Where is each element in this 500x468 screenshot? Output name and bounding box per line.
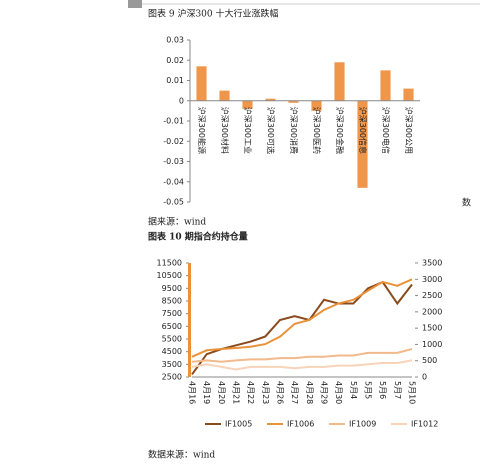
legend-label: IF1006 (287, 420, 314, 429)
x-tick-label: 沪深300可选 (266, 107, 276, 154)
x-tick-label: 沪深300公用 (404, 107, 414, 154)
x-tick-label: 4月22 (246, 381, 255, 404)
y-tick-label: 0 (179, 96, 184, 105)
y-tick-label: 9500 (162, 284, 182, 293)
y2-tick-label: 3500 (422, 259, 442, 268)
y2-tick-label: 1000 (422, 340, 442, 349)
x-tick-label: 沪深300信息 (358, 107, 368, 154)
x-tick-label: 4月19 (202, 381, 211, 404)
x-tick-label: 4月29 (320, 381, 329, 404)
bar (311, 100, 322, 111)
y-tick-label: 3500 (162, 360, 182, 369)
y-tick-label: 0.03 (166, 36, 184, 45)
y-tick-label: 8500 (162, 297, 182, 306)
bar (196, 66, 207, 101)
x-tick-label: 沪深300电信 (381, 107, 391, 154)
chart-title: 图表 9 沪深300 十大行业涨跌幅 (148, 8, 279, 20)
series-line (191, 348, 413, 363)
legend-label: IF1009 (349, 420, 376, 429)
y-axis (188, 263, 191, 377)
bar (357, 100, 368, 188)
y-tick-label: 5500 (162, 335, 182, 344)
x-tick-label: 4月30 (334, 381, 343, 404)
y-tick-label: 0.01 (166, 76, 184, 85)
y-tick-label: 2500 (162, 373, 182, 382)
y2-tick-label: 500 (422, 356, 437, 365)
bar (334, 62, 345, 101)
y2-tick-label: 0 (422, 373, 427, 382)
y2-tick-label: 3000 (422, 275, 442, 284)
bar (403, 88, 414, 101)
y-tick-label: -0.02 (163, 137, 184, 146)
y2-tick-label: 2500 (422, 291, 442, 300)
y-tick-label: 10500 (157, 271, 182, 280)
margin-text: 数 (462, 197, 471, 209)
y2-tick-label: 1500 (422, 324, 442, 333)
y-tick-label: 7500 (162, 309, 182, 318)
y-tick-label: -0.04 (163, 177, 184, 186)
y2-tick-label: 2000 (422, 307, 442, 316)
x-tick-label: 4月21 (232, 381, 241, 404)
x-tick-label: 4月27 (290, 381, 299, 404)
x-tick-label: 沪深300工业 (243, 107, 253, 154)
x-tick-label: 沪深300医药 (312, 107, 322, 154)
y-tick-label: 6500 (162, 322, 182, 331)
bar (288, 100, 299, 103)
y-tick-label: -0.01 (163, 117, 184, 126)
legend-label: IF1012 (411, 420, 438, 429)
y-tick-label: 0.02 (166, 56, 184, 65)
series-line (191, 278, 413, 358)
x-tick-label: 5月5 (364, 381, 373, 399)
x-tick-label: 沪深300金融 (335, 107, 345, 154)
y-tick-label: -0.03 (163, 157, 184, 166)
bar (265, 98, 276, 101)
y-tick-label: 4500 (162, 347, 182, 356)
x-tick-label: 4月20 (217, 381, 226, 404)
x-tick-label: 5月10 (408, 381, 417, 404)
x-tick-label: 4月16 (188, 381, 197, 404)
bar (242, 100, 253, 109)
x-tick-label: 4月28 (305, 381, 314, 404)
x-tick-label: 沪深300消费 (289, 107, 299, 154)
y-tick-label: -0.05 (163, 198, 184, 207)
source: 据来源：wind (148, 216, 206, 228)
series-line (191, 359, 413, 371)
legend-label: IF1005 (225, 420, 252, 429)
bar (219, 90, 230, 101)
x-tick-label: 沪深300能源 (197, 107, 207, 154)
source: 数据来源：wind (148, 449, 215, 461)
chart-title: 图表 10 期指合约持仓量 (148, 231, 248, 243)
x-tick-label: 4月26 (276, 381, 285, 404)
x-tick-label: 4月23 (261, 381, 270, 404)
x-tick-label: 5月6 (378, 381, 387, 399)
x-tick-label: 5月7 (393, 381, 402, 399)
header-mark (128, 0, 142, 8)
y-tick-label: 11500 (157, 259, 182, 268)
x-tick-label: 5月4 (349, 381, 358, 399)
bar (380, 70, 391, 101)
x-tick-label: 沪深300材料 (220, 107, 230, 154)
